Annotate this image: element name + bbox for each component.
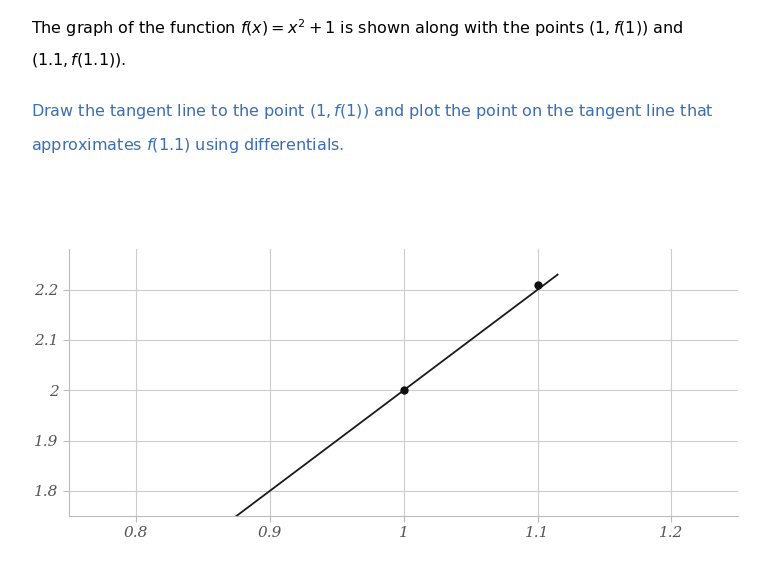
Text: Draw the tangent line to the point $(1, f(1))$ and plot the point on the tangent: Draw the tangent line to the point $(1, … xyxy=(31,102,714,121)
Text: The graph of the function $f(x) = x^2 + 1$ is shown along with the points $(1, f: The graph of the function $f(x) = x^2 + … xyxy=(31,17,683,39)
Text: $(1.1, f(1.1))$.: $(1.1, f(1.1))$. xyxy=(31,51,126,69)
Text: approximates $f(1.1)$ using differentials.: approximates $f(1.1)$ using differential… xyxy=(31,136,344,155)
